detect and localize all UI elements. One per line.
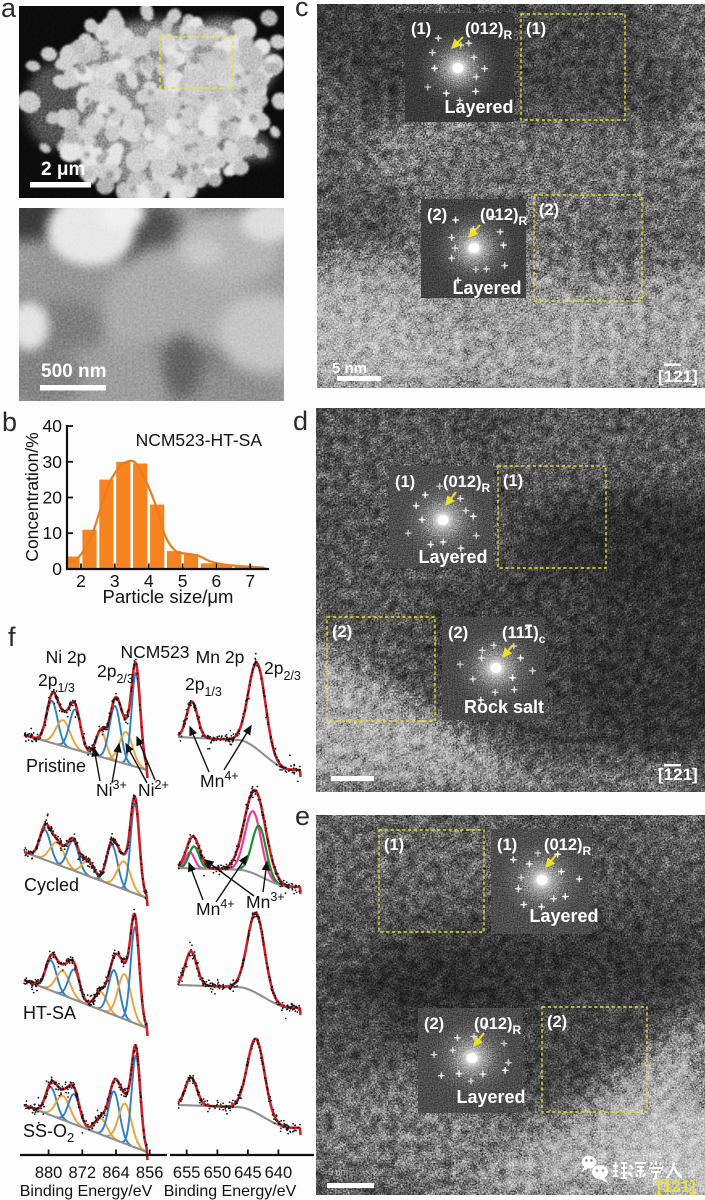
svg-text:864: 864: [102, 1164, 130, 1182]
svg-text:(1): (1): [395, 473, 415, 491]
svg-text:(012)R: (012)R: [480, 206, 528, 228]
svg-text:Layered: Layered: [452, 278, 521, 298]
svg-text:(2): (2): [427, 206, 447, 224]
svg-text:10: 10: [43, 523, 63, 543]
svg-text:640: 640: [265, 1164, 293, 1182]
svg-text:20: 20: [43, 488, 63, 508]
svg-text:(2): (2): [424, 1015, 444, 1033]
svg-text:(012)R: (012)R: [544, 836, 592, 858]
svg-text:Rock salt: Rock salt: [464, 697, 544, 717]
svg-text:(1): (1): [384, 836, 404, 854]
svg-text:40: 40: [43, 416, 63, 436]
svg-text:(1): (1): [411, 20, 431, 38]
svg-text:Pristine: Pristine: [26, 756, 86, 776]
svg-text:5: 5: [178, 571, 188, 591]
svg-text:Ni 2p: Ni 2p: [46, 647, 87, 667]
svg-text:[121]: [121]: [657, 1178, 696, 1195]
svg-text:645: 645: [234, 1164, 262, 1182]
svg-text:(111)c: (111)c: [502, 624, 546, 646]
svg-text:5 nm: 5 nm: [332, 360, 367, 377]
svg-text:650: 650: [204, 1164, 232, 1182]
svg-text:(1): (1): [526, 20, 546, 38]
svg-text:5 nm: 5 nm: [330, 763, 350, 773]
svg-text:2p2/3: 2p2/3: [97, 661, 134, 686]
svg-text:4: 4: [144, 571, 154, 591]
svg-text:Layered: Layered: [444, 97, 513, 117]
svg-text:Binding Energy/eV: Binding Energy/eV: [20, 1183, 153, 1200]
svg-text:500 nm: 500 nm: [41, 361, 106, 382]
svg-text:HT-SA: HT-SA: [23, 1003, 76, 1023]
svg-text:Mn4+: Mn4+: [196, 897, 235, 919]
svg-text:(1): (1): [497, 836, 517, 854]
svg-text:[121]: [121]: [658, 765, 698, 784]
svg-text:5 nm: 5 nm: [328, 1167, 348, 1177]
svg-text:Layered: Layered: [529, 906, 598, 926]
svg-text:655: 655: [173, 1164, 201, 1182]
svg-text:2p2/3: 2p2/3: [264, 658, 301, 683]
svg-text:Mn 2p: Mn 2p: [196, 647, 245, 667]
svg-text:Layered: Layered: [418, 547, 487, 567]
svg-text:880: 880: [35, 1164, 63, 1182]
svg-text:(012)R: (012)R: [465, 20, 513, 42]
svg-text:Cycled: Cycled: [24, 875, 79, 895]
svg-text:856: 856: [136, 1164, 164, 1182]
svg-text:6: 6: [212, 571, 222, 591]
svg-text:Concentration/%: Concentration/%: [22, 432, 42, 561]
svg-text:Particle size/μm: Particle size/μm: [103, 586, 234, 607]
svg-text:[121]: [121]: [658, 367, 698, 386]
svg-text:Binding Energy/eV: Binding Energy/eV: [164, 1183, 297, 1200]
svg-text:(2): (2): [332, 623, 352, 641]
svg-text:0: 0: [52, 559, 62, 579]
svg-text:Ni2+: Ni2+: [138, 778, 169, 800]
svg-text:30: 30: [43, 452, 63, 472]
svg-text:2p1/3: 2p1/3: [185, 674, 222, 699]
svg-text:Layered: Layered: [456, 1087, 525, 1107]
svg-text:Mn4+: Mn4+: [200, 769, 239, 791]
svg-text:(2): (2): [448, 624, 468, 642]
svg-text:(2): (2): [539, 201, 559, 219]
svg-text:SS-O2: SS-O2: [23, 1121, 74, 1145]
svg-text:(1): (1): [503, 472, 523, 490]
svg-text:7: 7: [245, 571, 255, 591]
svg-text:(2): (2): [547, 1013, 567, 1031]
svg-text:Mn3+: Mn3+: [246, 890, 285, 912]
svg-text:2: 2: [76, 571, 86, 591]
svg-text:NCM523-HT-SA: NCM523-HT-SA: [136, 430, 263, 450]
svg-text:3: 3: [110, 571, 120, 591]
svg-text:Ni3+: Ni3+: [96, 778, 127, 800]
svg-text:2 μm: 2 μm: [41, 159, 85, 180]
svg-text:(012)R: (012)R: [443, 473, 491, 495]
svg-text:(012)R: (012)R: [474, 1015, 522, 1037]
svg-text:NCM523: NCM523: [120, 642, 189, 662]
svg-text:872: 872: [69, 1164, 97, 1182]
